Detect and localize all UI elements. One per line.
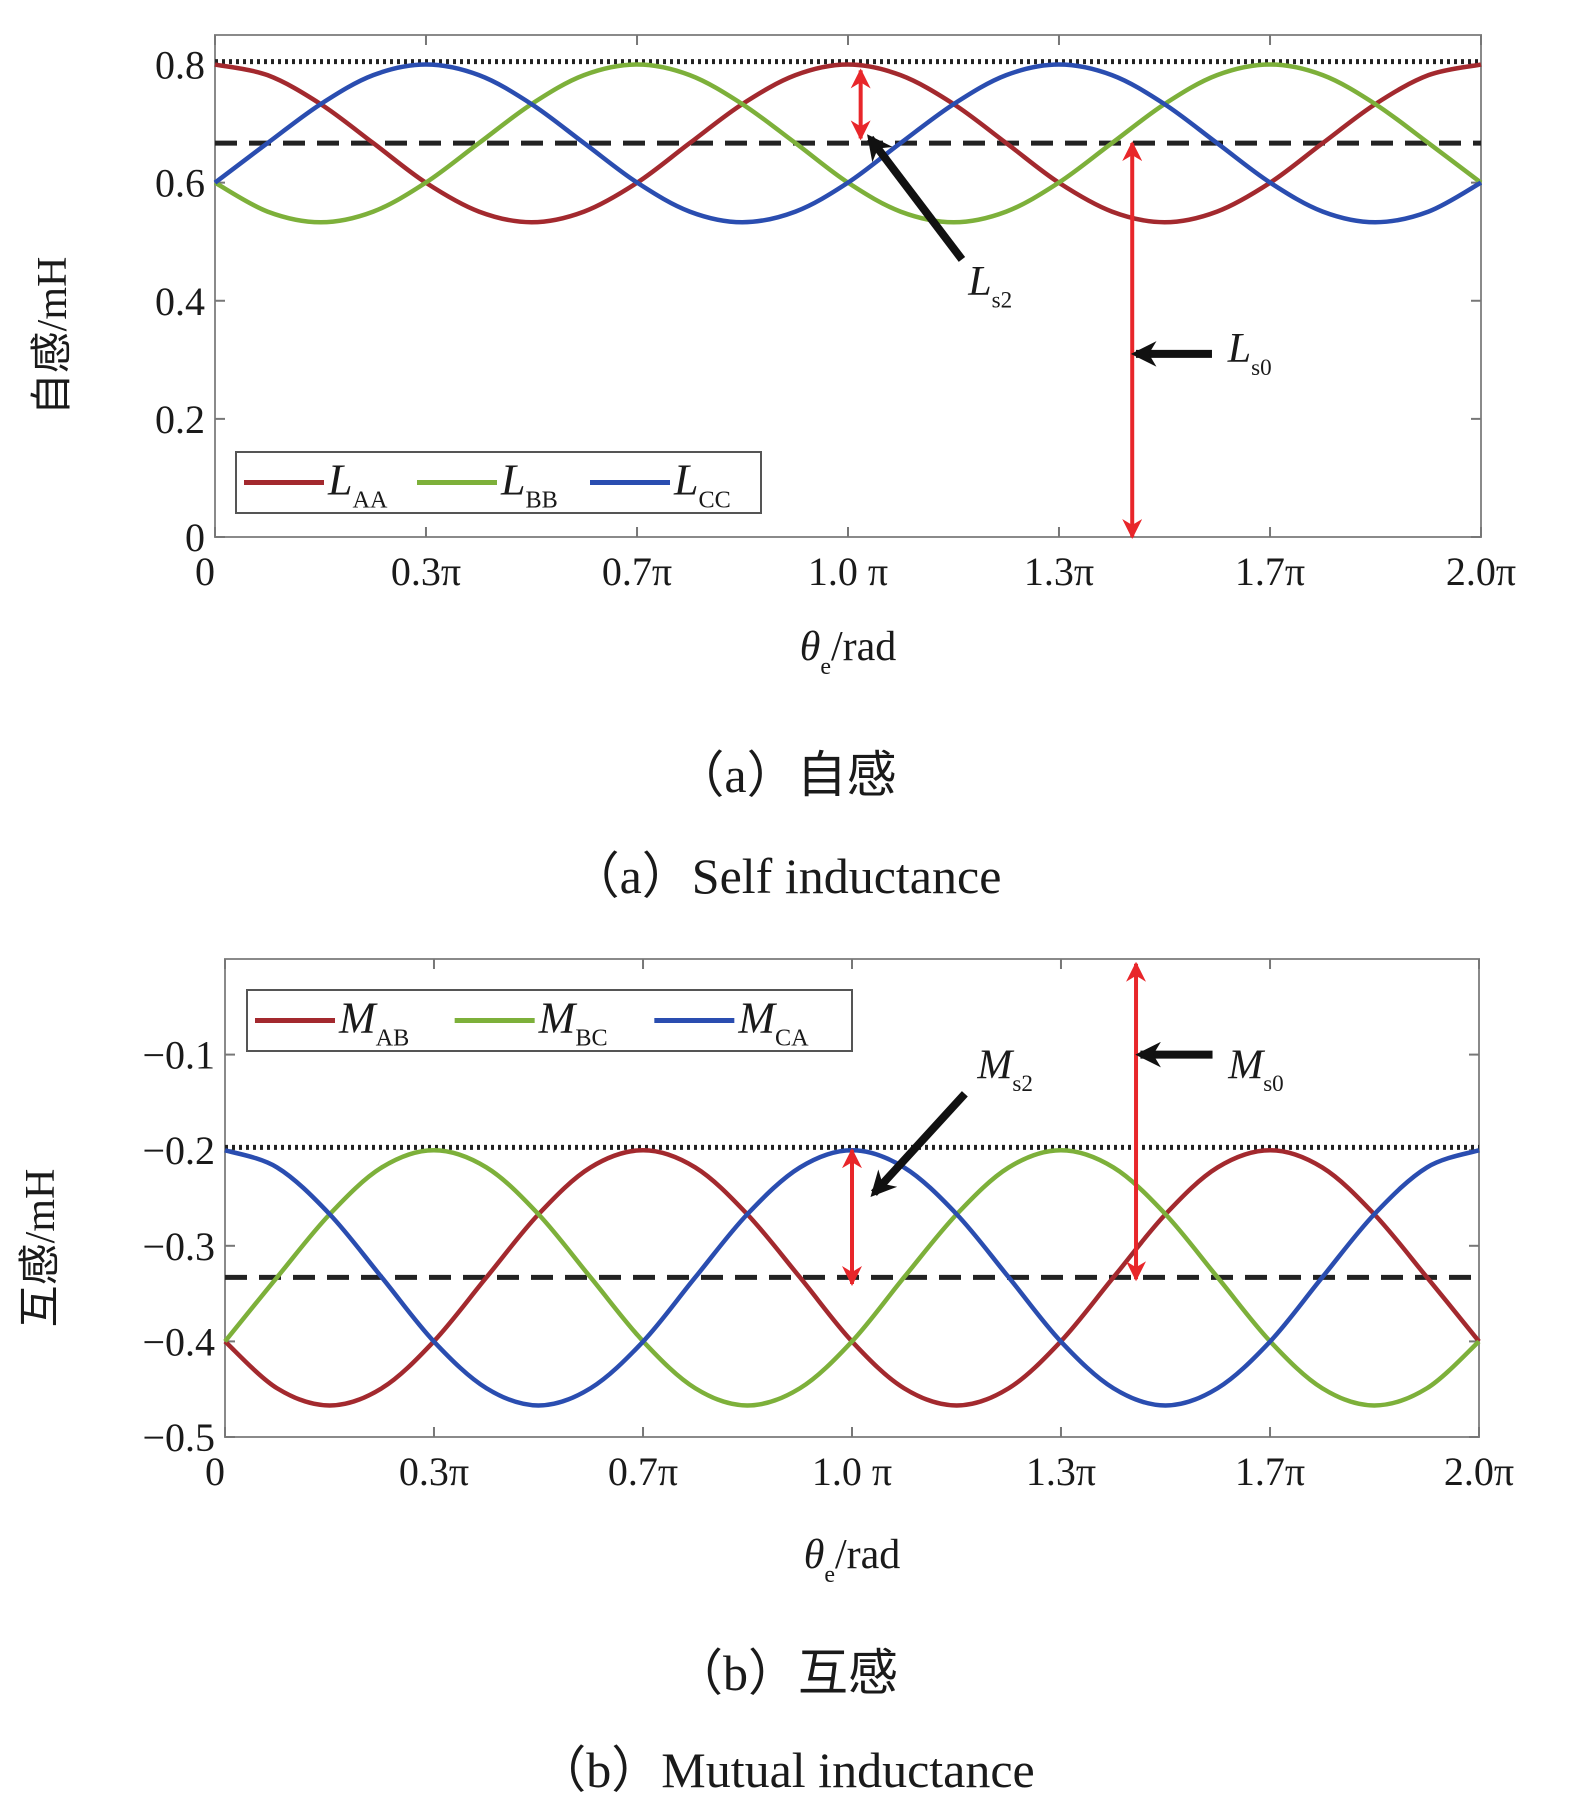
- x-tick-label: 1.3π: [1024, 549, 1094, 594]
- legend-label-LBB-main: L: [500, 456, 525, 505]
- x-tick-label: 0.7π: [602, 549, 672, 594]
- legend-label-MBC-subscript: BC: [575, 1025, 607, 1052]
- legend-label-LBB-subscript: BB: [525, 487, 557, 514]
- black-pointer-arrow-Ls2: [866, 134, 966, 262]
- y-tick-label: −0.2: [142, 1128, 215, 1173]
- annotation-label-Ls0: Ls0: [1227, 326, 1272, 380]
- x-tick-label: 1.0 π: [808, 549, 888, 594]
- x-axis-label-unit: /rad: [831, 624, 896, 670]
- x-axis-label-subscript: e: [820, 654, 831, 680]
- annotation-label-Ms0-subscript: s0: [1263, 1070, 1284, 1096]
- legend-label-MCA-subscript: CA: [775, 1025, 809, 1052]
- x-axis-label-unit: /rad: [835, 1532, 900, 1578]
- caption-b-english: （b）Mutual inductance: [536, 1742, 1035, 1798]
- x-tick-label: 0.3π: [391, 549, 461, 594]
- annotation-label-Ms0-main: M: [1227, 1043, 1265, 1089]
- x-axis-label-subscript: e: [824, 1562, 835, 1588]
- self-inductance-chart: 0 0.3π 0.7π 1.0 π 1.3π 1.7π 2.0π 0 0.2 0.4 0.6 0.8 L…: [30, 34, 1516, 680]
- x-tick-label: 2.0π: [1444, 1449, 1514, 1494]
- x-tick-label: 1.7π: [1235, 1449, 1305, 1494]
- legend: LAA LBB LCC: [235, 451, 762, 514]
- y-tick-label: 0: [185, 515, 205, 560]
- annotation-label-Ms2-main: M: [976, 1043, 1014, 1089]
- x-tick-label: 0.3π: [399, 1449, 469, 1494]
- legend-label-LCC: LCC: [673, 456, 731, 514]
- x-tick-label: 1.3π: [1026, 1449, 1096, 1494]
- legend-label-LCC-subscript: CC: [698, 487, 730, 514]
- y-tick-label: 0.4: [155, 279, 205, 324]
- x-tick-label: 0.7π: [608, 1449, 678, 1494]
- caption-a-english: （a）Self inductance: [569, 848, 1002, 904]
- y-tick-label: 0.6: [155, 161, 205, 206]
- legend-label-LBB: LBB: [500, 456, 558, 514]
- y-tick-label: −0.4: [142, 1319, 215, 1364]
- annotation-label-Ls0-subscript: s0: [1251, 354, 1272, 380]
- x-tick-label: 1.7π: [1235, 549, 1305, 594]
- y-tick-label: 0.2: [155, 397, 205, 442]
- legend-label-LAA-main: L: [327, 456, 352, 505]
- y-axis-label: 自感/mH: [30, 257, 76, 416]
- x-tick-label: 0: [205, 1449, 225, 1494]
- annotation-label-Ms2: Ms2: [976, 1043, 1033, 1097]
- annotation-label-Ms0: Ms0: [1227, 1043, 1284, 1097]
- annotation-label-Ls2-main: L: [967, 259, 991, 305]
- annotation-label-Ms2-subscript: s2: [1012, 1070, 1033, 1096]
- black-pointer-arrow-Ms2: [870, 1091, 968, 1197]
- x-axis-label-symbol: θ: [804, 1532, 825, 1578]
- legend-label-LAA: LAA: [327, 456, 388, 514]
- series-line-MBC: [223, 1147, 1481, 1408]
- legend-label-MAB-subscript: AB: [376, 1025, 410, 1052]
- legend-box: [246, 989, 853, 1052]
- series-line-LCC: [213, 62, 1483, 225]
- legend-label-MAB: MAB: [338, 994, 409, 1052]
- legend-label-MAB-main: M: [338, 994, 378, 1043]
- x-tick-label: 1.0 π: [812, 1449, 892, 1494]
- x-axis-label: θe/rad: [800, 624, 897, 680]
- y-tick-label: −0.1: [142, 1033, 215, 1078]
- y-tick-label: 0.8: [155, 43, 205, 88]
- y-tick-label: −0.3: [142, 1224, 215, 1269]
- y-tick-label: −0.5: [142, 1415, 215, 1460]
- legend-label-LCC-main: L: [673, 456, 698, 505]
- legend-label-MCA: MCA: [737, 994, 809, 1052]
- legend-label-MBC: MBC: [538, 994, 608, 1052]
- legend-label-MCA-main: M: [737, 994, 777, 1043]
- mutual-inductance-chart: 0 0.3π 0.7π 1.0 π 1.3π 1.7π 2.0π −0.5 −0.4 −0.3 −0…: [18, 958, 1514, 1588]
- annotation-label-Ls2: Ls2: [967, 259, 1012, 313]
- legend-box: [235, 451, 762, 514]
- y-axis-label: 互感/mH: [18, 1169, 64, 1328]
- x-axis-label: θe/rad: [804, 1532, 901, 1588]
- annotation-label-Ls2-subscript: s2: [992, 286, 1013, 312]
- x-tick-label: 0: [195, 549, 215, 594]
- legend-label-LAA-subscript: AA: [352, 487, 387, 514]
- caption-b-chinese: （b）互感: [673, 1645, 898, 1701]
- x-axis-label-symbol: θ: [800, 624, 821, 670]
- x-tick-label: 2.0π: [1446, 549, 1516, 594]
- legend-label-MBC-main: M: [538, 994, 578, 1043]
- annotation-label-Ls0-main: L: [1227, 326, 1251, 372]
- legend: MAB MBC MCA: [246, 989, 853, 1052]
- caption-a-chinese: （a）自感: [674, 747, 897, 803]
